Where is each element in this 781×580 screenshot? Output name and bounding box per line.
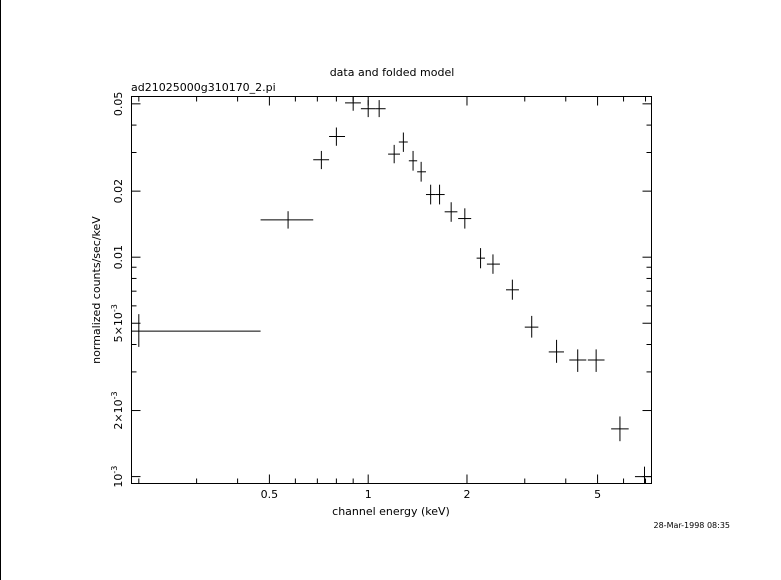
chart-title: data and folded model bbox=[330, 66, 455, 79]
y-axis-label: normalized counts/sec/keV bbox=[90, 216, 103, 364]
data-point bbox=[375, 100, 386, 118]
x-tick-label: 2 bbox=[463, 488, 470, 501]
data-point bbox=[634, 466, 652, 484]
data-point bbox=[425, 184, 436, 205]
y-tick-label: 2×10-3 bbox=[110, 391, 125, 429]
data-point bbox=[417, 161, 426, 182]
data-point bbox=[611, 416, 629, 442]
data-point bbox=[506, 279, 519, 300]
y-tick-labels: 10-3 2×10-3 5×10-3 0.01 0.02 0.05 bbox=[110, 92, 125, 488]
data-point bbox=[524, 315, 539, 338]
data-points bbox=[131, 96, 652, 484]
axis-ticks bbox=[131, 96, 652, 484]
data-point bbox=[476, 248, 486, 269]
data-point bbox=[398, 132, 408, 152]
y-tick-label: 0.02 bbox=[112, 179, 125, 204]
y-tick-label: 0.05 bbox=[112, 92, 125, 117]
timestamp: 28-Mar-1998 08:35 bbox=[654, 521, 731, 530]
data-point bbox=[360, 100, 376, 118]
data-point bbox=[458, 208, 472, 229]
data-point bbox=[313, 150, 330, 170]
data-point bbox=[548, 339, 564, 363]
data-point bbox=[486, 254, 500, 274]
data-point bbox=[569, 349, 587, 372]
data-point bbox=[408, 150, 418, 171]
data-point bbox=[444, 202, 458, 222]
x-tick-label: 1 bbox=[365, 488, 372, 501]
data-point bbox=[329, 127, 346, 146]
data-point bbox=[260, 211, 314, 229]
data-point bbox=[345, 96, 361, 111]
data-point bbox=[435, 184, 445, 205]
x-tick-labels: 0.5 1 2 5 bbox=[261, 488, 601, 501]
plot-frame bbox=[131, 96, 652, 484]
data-point bbox=[388, 144, 400, 164]
chart-subtitle: ad21025000g310170_2.pi bbox=[131, 81, 276, 94]
x-axis-label: channel energy (keV) bbox=[332, 505, 450, 518]
data-point bbox=[587, 349, 605, 372]
x-tick-label: 5 bbox=[594, 488, 601, 501]
window-left-edge bbox=[0, 0, 1, 580]
y-tick-label: 10-3 bbox=[110, 466, 125, 488]
y-tick-label: 5×10-3 bbox=[110, 304, 125, 342]
data-point bbox=[131, 314, 261, 347]
x-tick-label: 0.5 bbox=[261, 488, 279, 501]
y-tick-label: 0.01 bbox=[112, 245, 125, 270]
